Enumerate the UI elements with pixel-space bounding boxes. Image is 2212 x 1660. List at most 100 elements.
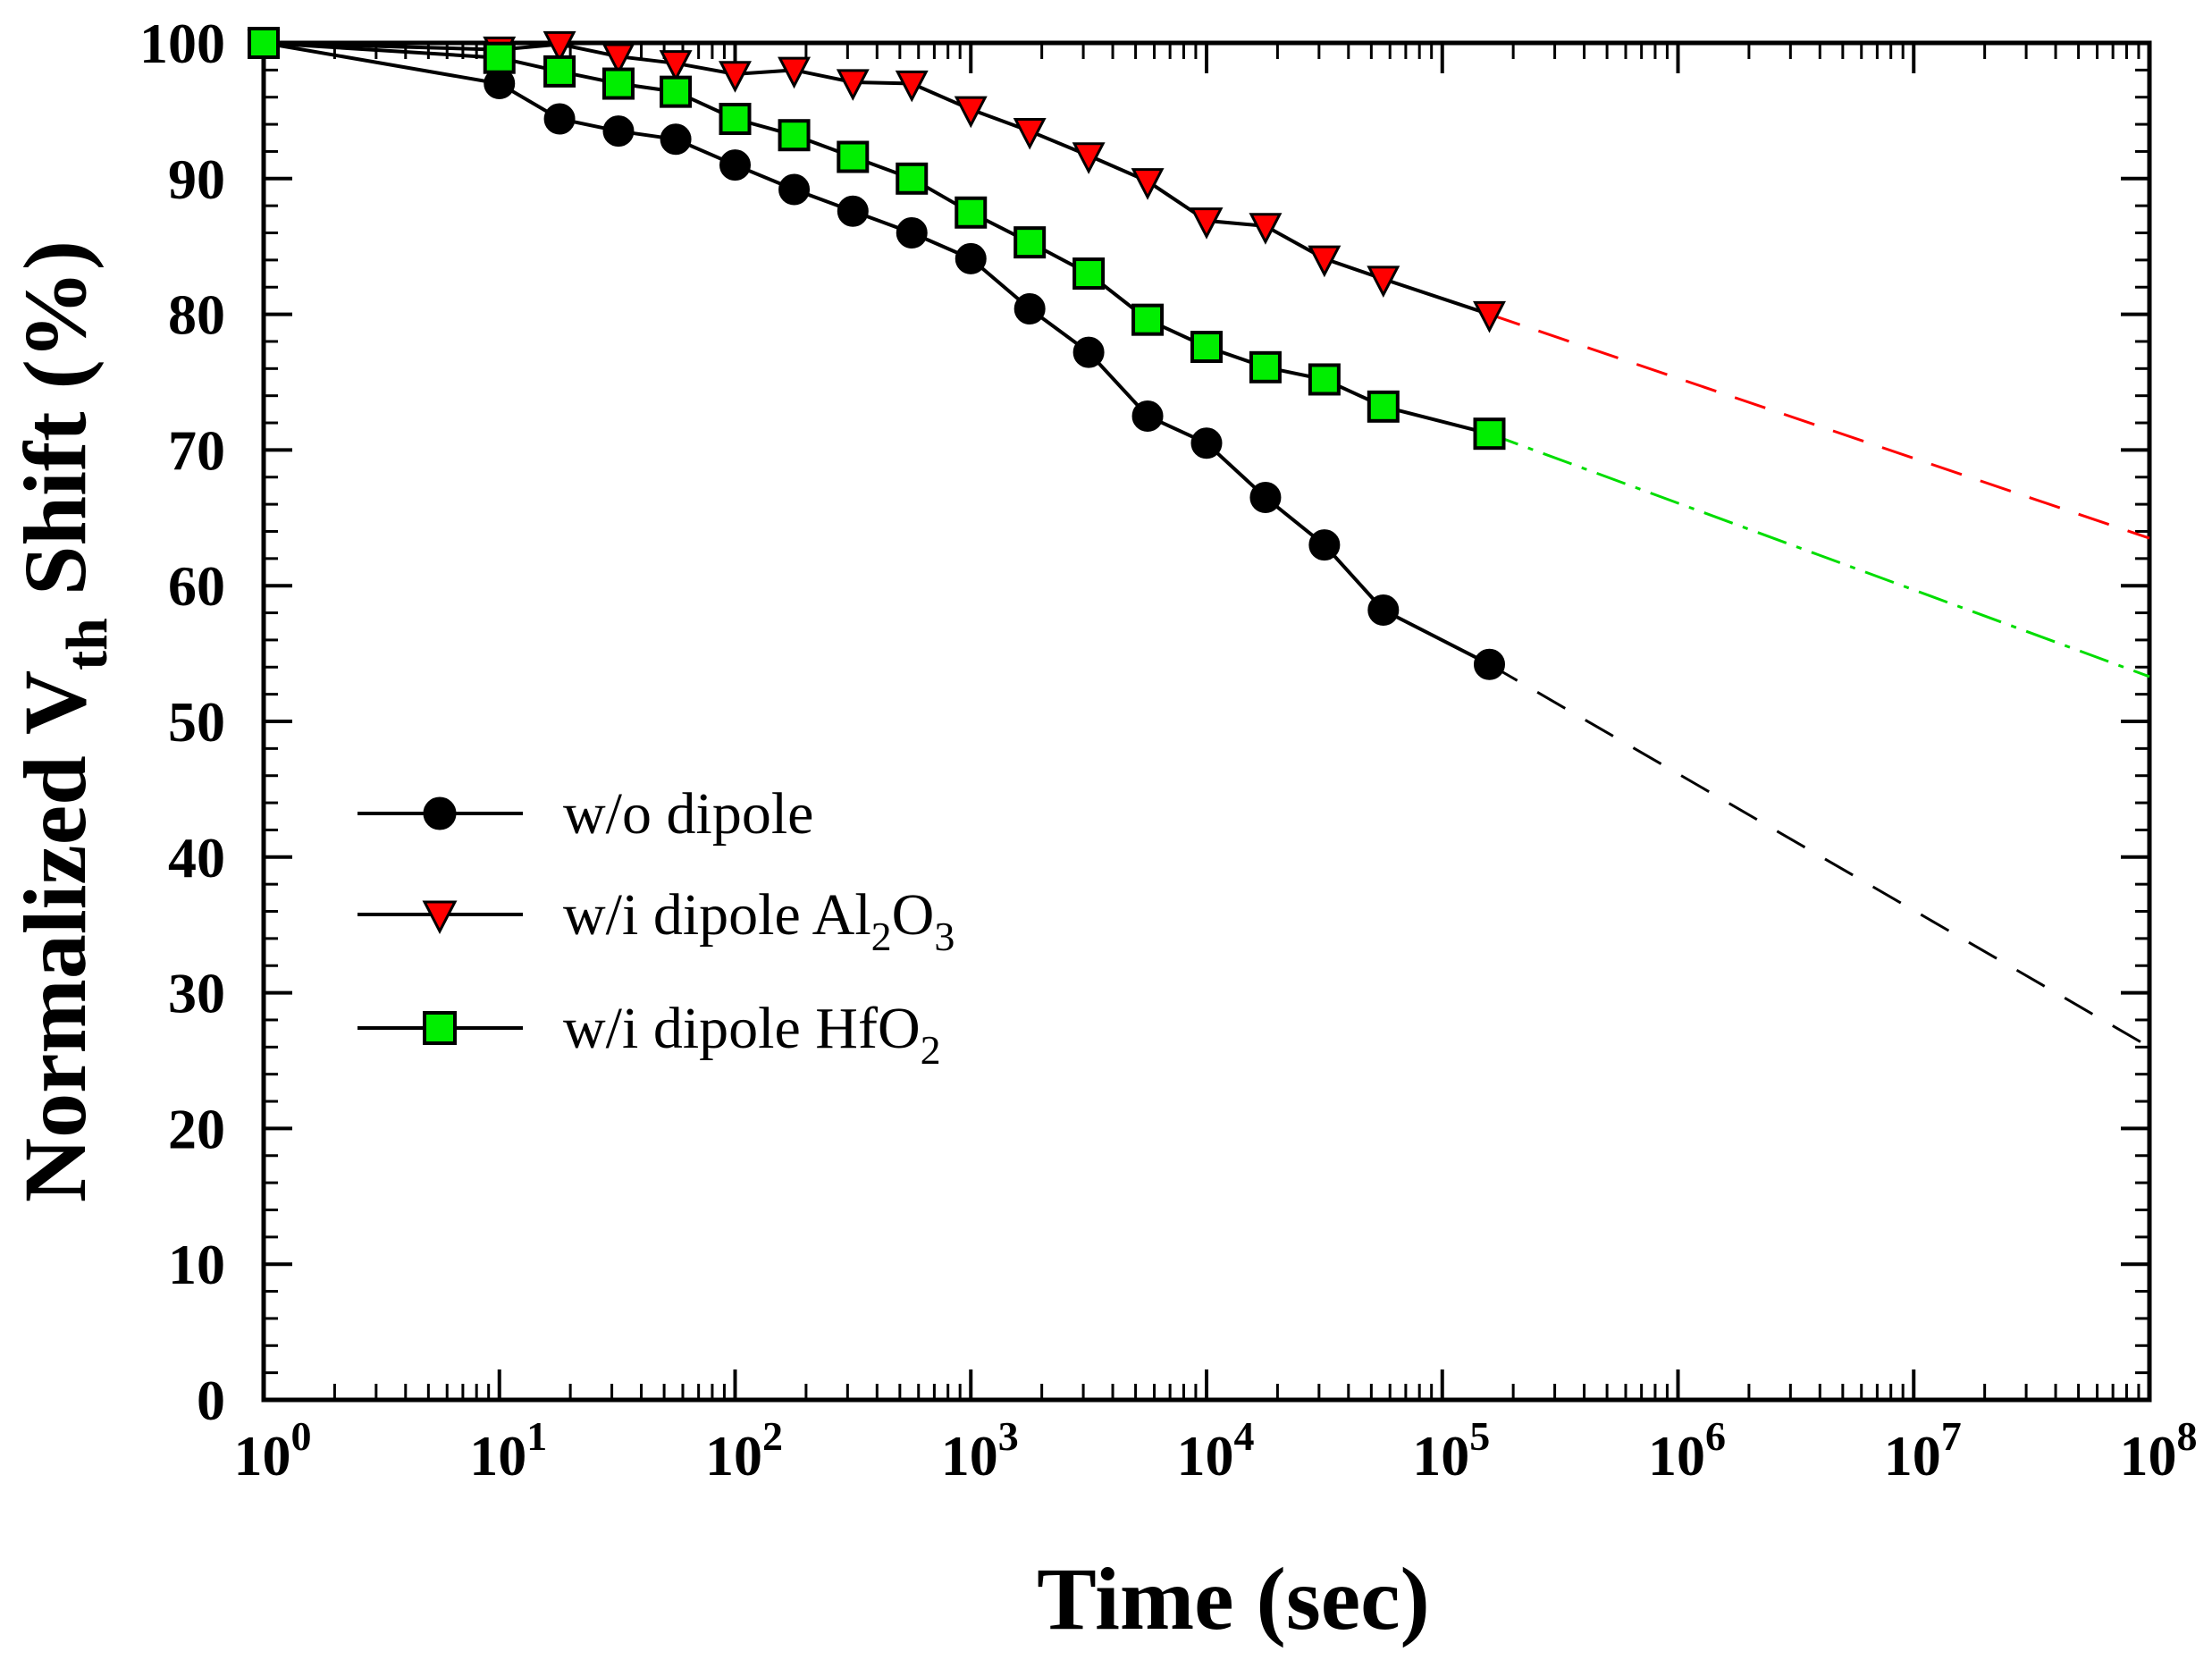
x-tick-label: 101	[469, 1413, 547, 1487]
data-point	[1072, 142, 1106, 174]
x-tick-exponent: 5	[1469, 1413, 1490, 1459]
data-point	[1131, 303, 1165, 336]
y-tick-label: 50	[168, 690, 225, 754]
data-point	[896, 217, 928, 249]
data-point	[1473, 417, 1506, 451]
fit-lines	[1488, 313, 2150, 1049]
x-tick-base: 10	[2120, 1424, 2177, 1487]
x-tick-label: 102	[705, 1413, 783, 1487]
y-tick-label: 40	[168, 826, 225, 889]
data-point	[1013, 117, 1047, 150]
x-tick-base: 10	[1648, 1424, 1705, 1487]
data-point	[660, 75, 693, 108]
x-tick-base: 10	[705, 1424, 762, 1487]
data-point	[954, 96, 988, 129]
x-tick-base: 10	[1884, 1424, 1941, 1487]
data-point	[601, 67, 635, 100]
plot-frame	[261, 40, 2152, 1403]
data-point	[955, 196, 988, 229]
legend-label-part: w/o dipole	[563, 781, 813, 847]
x-axis-title: Time (sec)	[1037, 1549, 1430, 1648]
data-point	[1308, 529, 1341, 561]
legend-label-subscript: 2	[921, 1027, 941, 1073]
y-tick-label: 60	[168, 554, 225, 618]
y-tick-label: 80	[168, 283, 225, 347]
data-point	[1131, 168, 1165, 200]
data-point	[1308, 363, 1341, 396]
data-point	[1190, 331, 1223, 364]
data-point	[1249, 213, 1283, 245]
data-point	[1308, 245, 1341, 278]
x-tick-label: 106	[1648, 1413, 1726, 1487]
x-tick-label: 104	[1177, 1413, 1255, 1487]
data-point	[422, 900, 458, 934]
y-axis-title: Normalized Vth Shift (%)	[5, 240, 120, 1202]
data-point	[248, 27, 280, 59]
y-tick-label: 10	[168, 1233, 225, 1296]
data-point	[543, 103, 576, 135]
x-tick-label: 108	[2120, 1413, 2198, 1487]
series-line	[263, 41, 1491, 666]
x-tick-exponent: 8	[2177, 1413, 2198, 1459]
legend-label-subscript: 2	[871, 914, 892, 959]
data-point	[1473, 300, 1506, 333]
data-point	[719, 149, 751, 181]
series-lines	[263, 41, 1491, 666]
data-point	[423, 796, 457, 830]
data-point	[1367, 594, 1400, 627]
data-point	[778, 56, 812, 89]
legend-label: w/i dipole HfO2	[563, 996, 941, 1073]
x-tick-label: 105	[1412, 1413, 1490, 1487]
data-point	[1473, 648, 1505, 680]
data-point	[778, 173, 811, 206]
data-point	[1190, 427, 1223, 459]
legend-label-subscript: 3	[934, 914, 955, 959]
x-tick-base: 10	[469, 1424, 526, 1487]
y-axis-title-subscript: th	[55, 618, 120, 670]
legend-label-part: w/i dipole HfO	[563, 996, 921, 1061]
x-tick-exponent: 3	[998, 1413, 1019, 1459]
y-axis: 0 10 20 30 40 50 60 70 80 90 100	[139, 12, 2149, 1432]
x-tick-base: 10	[941, 1424, 998, 1487]
fit-line	[1488, 662, 2150, 1049]
legend-label-part: w/i dipole Al	[563, 882, 871, 948]
data-point	[660, 123, 692, 156]
data-point	[1013, 226, 1047, 259]
data-point	[483, 41, 516, 74]
series-line	[263, 41, 1490, 436]
legend: w/o dipole w/i dipole Al2O3 w/i dipole HfO…	[357, 781, 955, 1073]
x-tick-base: 10	[1177, 1424, 1234, 1487]
data-point	[719, 103, 752, 136]
data-point	[542, 30, 576, 63]
data-point	[1190, 207, 1224, 240]
data-point	[543, 55, 576, 88]
data-point	[837, 195, 869, 227]
x-tick-exponent: 4	[1234, 1413, 1255, 1459]
data-point	[1131, 400, 1164, 432]
data-point	[896, 162, 929, 195]
data-point	[955, 242, 987, 274]
data-point	[719, 61, 752, 93]
x-axis: 100 101 102 103 104 105 106 107 108	[234, 43, 2198, 1487]
data-point	[1367, 390, 1400, 423]
x-tick-label: 100	[234, 1413, 312, 1487]
series-markers	[247, 27, 1506, 680]
x-tick-exponent: 0	[291, 1413, 312, 1459]
legend-label: w/i dipole Al2O3	[563, 882, 955, 959]
data-point	[1072, 336, 1105, 368]
y-tick-label: 0	[197, 1369, 225, 1432]
data-point	[836, 69, 870, 101]
data-point	[601, 43, 635, 76]
x-tick-exponent: 6	[1705, 1413, 1726, 1459]
x-tick-label: 107	[1884, 1413, 1962, 1487]
y-tick-label: 20	[168, 1097, 225, 1160]
data-point	[895, 70, 929, 103]
data-point	[659, 50, 693, 82]
data-point	[778, 119, 811, 152]
data-point	[837, 140, 870, 173]
data-point	[1367, 265, 1400, 298]
y-tick-label: 90	[168, 147, 225, 211]
fit-line	[1488, 432, 2150, 678]
x-tick-base: 10	[234, 1424, 291, 1487]
